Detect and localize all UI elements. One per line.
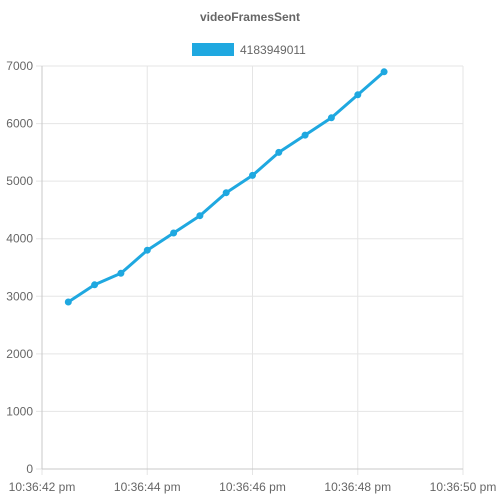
x-tick-label: 10:36:48 pm xyxy=(324,480,391,494)
y-axis-ticks: 0 1000 2000 3000 4000 5000 6000 7000 xyxy=(6,59,33,476)
data-point[interactable] xyxy=(196,212,204,220)
data-point[interactable] xyxy=(117,269,125,277)
data-point[interactable] xyxy=(327,114,335,122)
axes xyxy=(41,66,463,470)
data-point[interactable] xyxy=(301,131,309,139)
y-tick-label: 4000 xyxy=(6,232,33,246)
y-tick-label: 0 xyxy=(26,462,33,476)
y-tick-label: 3000 xyxy=(6,289,33,303)
y-tick-label: 5000 xyxy=(6,174,33,188)
grid-lines xyxy=(36,65,464,475)
data-point[interactable] xyxy=(275,148,283,156)
x-tick-label: 10:36:50 pm xyxy=(430,480,497,494)
data-point[interactable] xyxy=(222,189,230,197)
x-tick-label: 10:36:44 pm xyxy=(114,480,181,494)
x-tick-label: 10:36:42 pm xyxy=(9,480,76,494)
y-tick-label: 6000 xyxy=(6,117,33,131)
y-tick-label: 7000 xyxy=(6,59,33,73)
data-point[interactable] xyxy=(170,229,178,237)
y-tick-label: 1000 xyxy=(6,404,33,418)
data-point[interactable] xyxy=(354,91,362,99)
x-axis-ticks: 10:36:42 pm 10:36:44 pm 10:36:46 pm 10:36:4… xyxy=(9,480,497,494)
data-point[interactable] xyxy=(143,246,151,254)
data-point[interactable] xyxy=(64,298,72,306)
series-line xyxy=(66,70,386,304)
series-line-group xyxy=(64,68,388,306)
chart-title: videoFramesSent xyxy=(200,10,300,24)
data-point[interactable] xyxy=(91,281,99,289)
legend[interactable]: 4183949011 xyxy=(192,43,306,57)
legend-label: 4183949011 xyxy=(240,43,306,57)
data-point[interactable] xyxy=(380,68,388,76)
y-tick-label: 2000 xyxy=(6,347,33,361)
data-point[interactable] xyxy=(249,171,256,179)
legend-swatch xyxy=(192,43,234,56)
x-tick-label: 10:36:46 pm xyxy=(219,480,286,494)
